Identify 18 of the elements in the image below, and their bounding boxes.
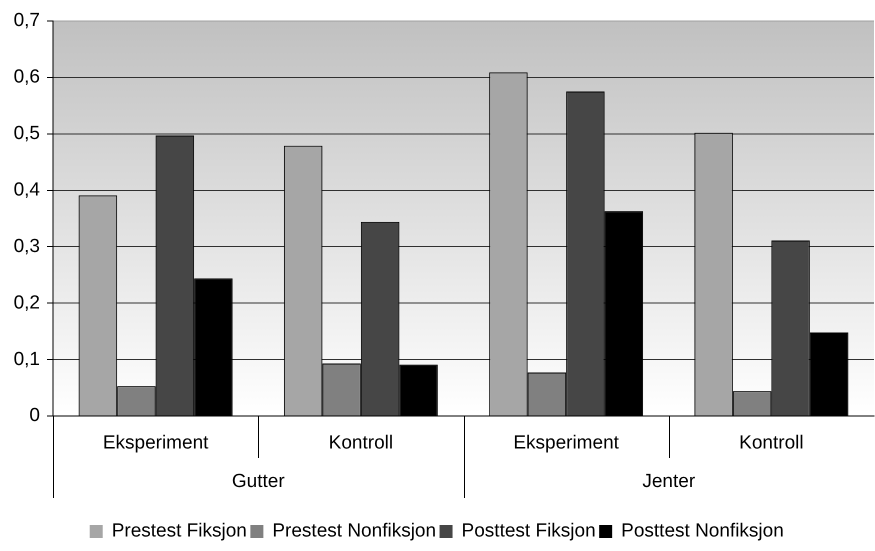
y-tick-label: 0,2: [14, 292, 40, 314]
y-tick-label: 0,7: [14, 10, 40, 32]
legend-label: Prestest Nonfiksjon: [272, 520, 436, 542]
y-tick-label: 0,1: [14, 348, 40, 370]
y-tick-label: 0,6: [14, 66, 40, 88]
legend-label: Posttest Nonfiksjon: [621, 520, 784, 542]
x-tick-label: Eksperiment: [102, 432, 210, 454]
legend-label: Posttest Fiksjon: [462, 520, 596, 542]
y-tick-label: 0: [29, 405, 40, 426]
text: Gutter: [232, 471, 286, 492]
y-tick-label: 0,5: [14, 123, 40, 144]
y-tick-label: 0,3: [14, 236, 40, 257]
y-tick-label: 0,4: [14, 180, 40, 201]
legend-label: Prestest Fiksjon: [112, 520, 247, 542]
text: Jenter: [642, 471, 696, 492]
x-tick-label: Kontroll: [328, 432, 394, 454]
x-tick-label: Kontroll: [739, 432, 804, 454]
x-tick-label: Eksperiment: [513, 432, 620, 454]
